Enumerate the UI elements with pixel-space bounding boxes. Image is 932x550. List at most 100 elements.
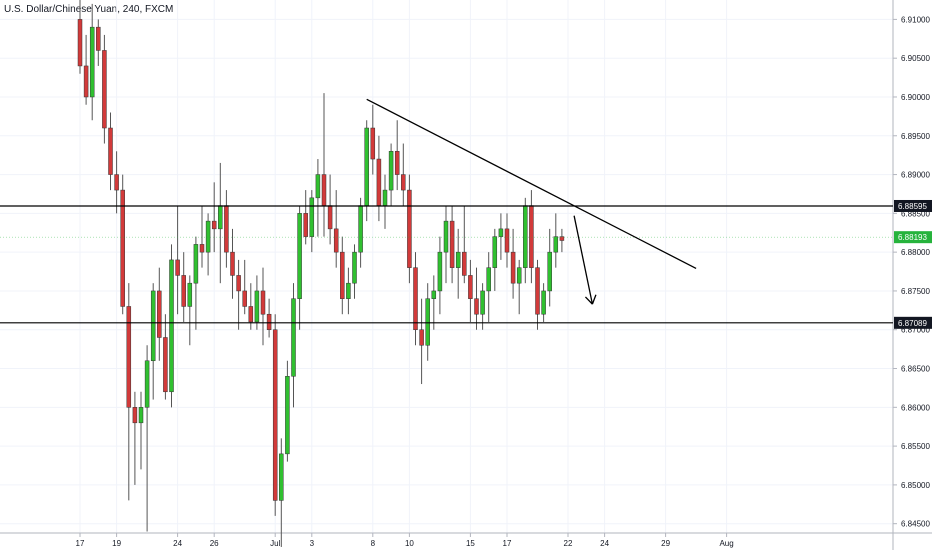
candle-down bbox=[248, 306, 254, 323]
candle-up bbox=[382, 189, 388, 206]
candle-down bbox=[211, 220, 217, 230]
candle-up bbox=[285, 376, 290, 455]
candle-down bbox=[419, 329, 424, 346]
candle-up bbox=[553, 236, 559, 253]
y-tick-label: 6.89000 bbox=[901, 171, 930, 180]
candle-up bbox=[486, 267, 491, 292]
candle-down bbox=[108, 127, 113, 175]
candle-down bbox=[321, 174, 327, 206]
y-tick-label: 6.90000 bbox=[901, 93, 930, 102]
projection-arrow bbox=[573, 215, 594, 305]
candle-down bbox=[376, 158, 382, 206]
candle-down bbox=[157, 290, 162, 338]
candle-down bbox=[529, 205, 534, 268]
y-tick-label: 6.85500 bbox=[901, 442, 930, 451]
projection-arrow-head bbox=[591, 294, 597, 305]
trendline bbox=[366, 98, 697, 270]
candle-down bbox=[163, 337, 168, 393]
candle-down bbox=[559, 236, 565, 241]
candle-down bbox=[462, 251, 467, 276]
x-tick-label: 17 bbox=[503, 539, 512, 548]
candle-down bbox=[407, 189, 412, 268]
candle-down bbox=[510, 251, 516, 284]
candle-up bbox=[425, 298, 430, 346]
candle-up bbox=[144, 360, 150, 408]
candle-up bbox=[388, 151, 394, 191]
y-tick-label: 6.89500 bbox=[901, 132, 930, 141]
x-tick-label: 15 bbox=[466, 539, 475, 548]
y-tick-label: 6.85000 bbox=[901, 481, 930, 490]
candle-up bbox=[547, 251, 552, 292]
x-tick-label: 10 bbox=[405, 539, 414, 548]
candle-up bbox=[169, 259, 174, 393]
candle-down bbox=[242, 290, 247, 307]
candle-up bbox=[480, 290, 485, 315]
projection-arrow-head bbox=[584, 296, 593, 305]
candle-up bbox=[309, 197, 315, 237]
candle-up bbox=[523, 205, 528, 268]
current-price-label-bg bbox=[894, 231, 932, 244]
candle-down bbox=[102, 50, 107, 129]
candle-up bbox=[346, 282, 351, 299]
candle-down bbox=[474, 298, 479, 315]
candle-down bbox=[394, 151, 400, 175]
candle-down bbox=[449, 220, 455, 268]
candle-down bbox=[535, 267, 540, 315]
candle-down bbox=[272, 329, 278, 501]
candle-up bbox=[279, 453, 284, 501]
candle-up bbox=[297, 213, 302, 299]
candle-up bbox=[492, 236, 498, 268]
candle-down bbox=[333, 228, 339, 253]
y-tick-label: 6.91000 bbox=[901, 15, 930, 24]
x-tick-label: 29 bbox=[661, 539, 670, 548]
candle-down bbox=[230, 251, 235, 276]
current-price-label: 6.88193 bbox=[898, 233, 927, 242]
y-tick-label: 6.88500 bbox=[901, 209, 930, 218]
candle-up bbox=[431, 290, 437, 299]
x-tick-label: 26 bbox=[210, 539, 219, 548]
x-tick-label: 22 bbox=[564, 539, 573, 548]
candle-up bbox=[187, 282, 193, 307]
candle-up bbox=[193, 244, 199, 284]
candle-down bbox=[83, 65, 89, 98]
y-tick-label: 6.87500 bbox=[901, 287, 930, 296]
candle-down bbox=[120, 189, 125, 307]
candle-up bbox=[150, 290, 156, 362]
candle-up bbox=[315, 174, 321, 199]
candle-down bbox=[224, 205, 229, 253]
candle-down bbox=[504, 228, 510, 253]
level-price-label: 6.88595 bbox=[898, 202, 927, 211]
candle-down bbox=[126, 306, 132, 408]
candle-up bbox=[218, 205, 223, 230]
x-tick-label: Aug bbox=[719, 539, 733, 548]
candle-up bbox=[541, 290, 546, 315]
candle-down bbox=[370, 127, 376, 160]
y-tick-label: 6.90500 bbox=[901, 54, 930, 63]
candle-down bbox=[413, 267, 418, 330]
level-price-label-bg bbox=[894, 316, 932, 329]
candle-down bbox=[468, 275, 473, 299]
candle-down bbox=[236, 275, 241, 292]
candle-down bbox=[181, 275, 186, 307]
candle-up bbox=[358, 205, 363, 253]
candle-down bbox=[303, 213, 308, 237]
candle-up bbox=[498, 228, 504, 237]
candle-up bbox=[291, 298, 296, 377]
level-price-label-bg bbox=[894, 199, 932, 212]
candle-down bbox=[114, 174, 119, 191]
x-tick-label: Jul bbox=[270, 539, 280, 548]
candle-down bbox=[132, 407, 138, 424]
x-tick-label: 24 bbox=[600, 539, 609, 548]
chart-title: U.S. Dollar/Chinese Yuan, 240, FXCM bbox=[4, 4, 174, 15]
candle-down bbox=[327, 205, 333, 230]
candle-down bbox=[401, 174, 406, 191]
candle-down bbox=[260, 290, 266, 315]
candle-up bbox=[352, 251, 357, 284]
x-tick-label: 3 bbox=[310, 539, 315, 548]
candle-down bbox=[175, 259, 180, 276]
candle-down bbox=[199, 244, 205, 253]
candle-up bbox=[516, 267, 522, 284]
y-tick-label: 6.86500 bbox=[901, 365, 930, 374]
